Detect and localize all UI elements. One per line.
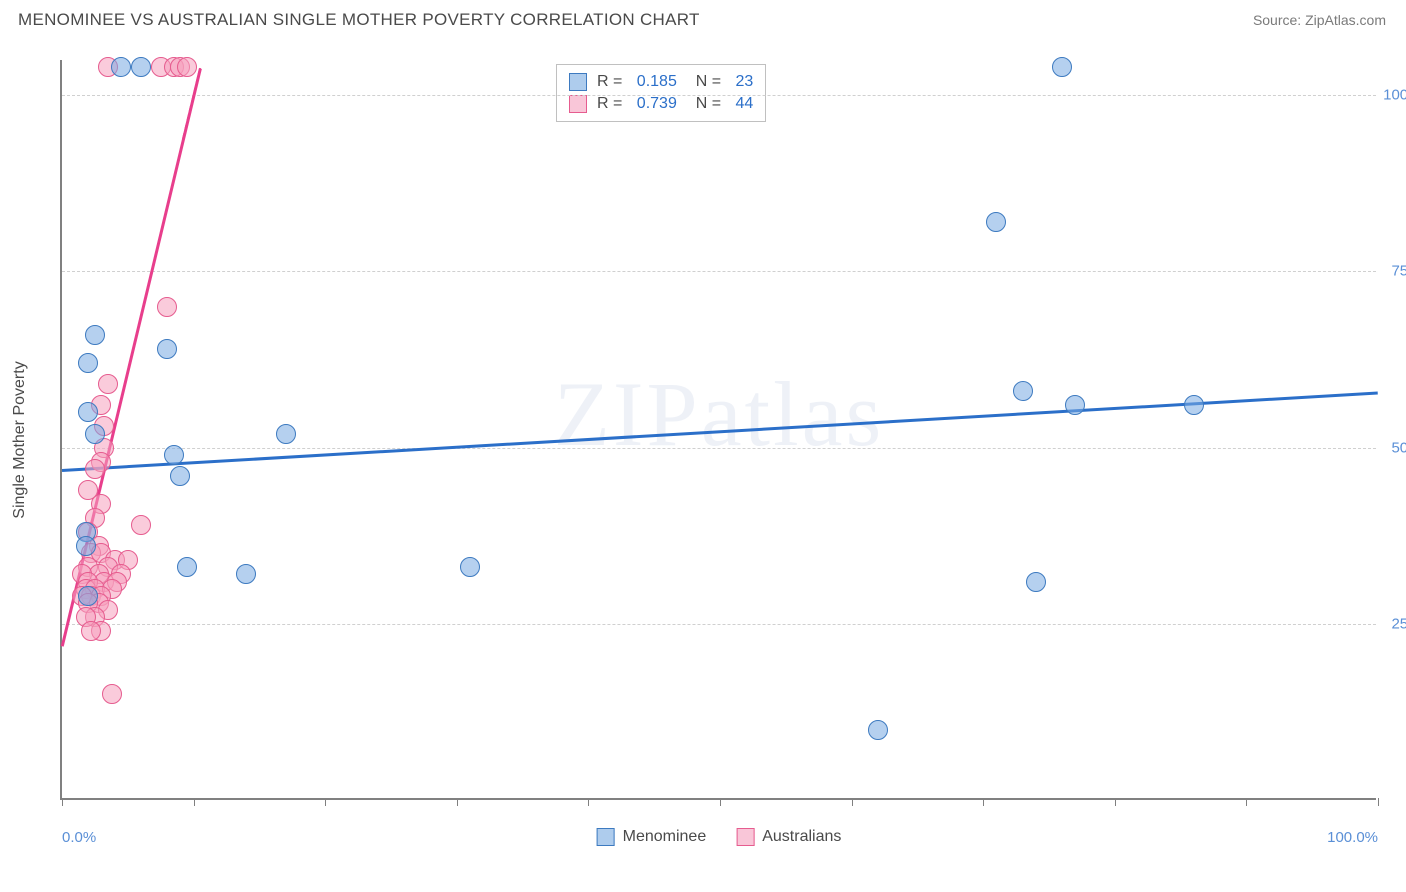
scatter-marker — [157, 297, 177, 317]
xtick-mark — [1246, 798, 1247, 806]
scatter-marker — [1052, 57, 1072, 77]
scatter-marker — [78, 586, 98, 606]
scatter-marker — [157, 339, 177, 359]
stats-row-menominee: R = 0.185 N = 23 — [569, 71, 753, 93]
xtick-mark — [1115, 798, 1116, 806]
scatter-marker — [85, 459, 105, 479]
swatch-pink-icon — [736, 828, 754, 846]
stats-row-australians: R = 0.739 N = 44 — [569, 93, 753, 115]
xtick-mark — [325, 798, 326, 806]
scatter-marker — [78, 402, 98, 422]
plot-area: ZIPatlas R = 0.185 N = 23 R = 0.739 N = … — [60, 60, 1376, 800]
trendline — [62, 391, 1378, 471]
scatter-marker — [81, 621, 101, 641]
stat-n-label: N = — [687, 73, 726, 91]
gridline — [62, 271, 1376, 272]
scatter-marker — [177, 557, 197, 577]
swatch-blue-icon — [597, 828, 615, 846]
xtick-mark — [457, 798, 458, 806]
scatter-marker — [1065, 395, 1085, 415]
scatter-marker — [236, 564, 256, 584]
correlation-stats-box: R = 0.185 N = 23 R = 0.739 N = 44 — [556, 64, 766, 122]
ytick-label: 100.0% — [1383, 87, 1406, 104]
scatter-marker — [102, 684, 122, 704]
scatter-marker — [85, 325, 105, 345]
stat-r-label: R = — [597, 73, 627, 91]
ytick-label: 50.0% — [1391, 439, 1406, 456]
gridline — [62, 448, 1376, 449]
swatch-blue-icon — [569, 73, 587, 91]
scatter-marker — [164, 445, 184, 465]
bottom-legend: Menominee Australians — [597, 828, 842, 846]
trendline-dashed — [182, 68, 201, 139]
stat-n-value: 23 — [736, 73, 754, 91]
ytick-label: 25.0% — [1391, 615, 1406, 632]
scatter-marker — [131, 515, 151, 535]
scatter-marker — [98, 374, 118, 394]
scatter-marker — [85, 424, 105, 444]
xtick-label: 0.0% — [62, 829, 96, 846]
stat-n-value: 44 — [736, 95, 754, 113]
watermark: ZIPatlas — [554, 361, 885, 467]
stat-r-value: 0.185 — [637, 73, 677, 91]
scatter-marker — [177, 57, 197, 77]
gridline — [62, 95, 1376, 96]
swatch-pink-icon — [569, 95, 587, 113]
stat-n-label: N = — [687, 95, 726, 113]
y-axis-label: Single Mother Poverty — [11, 361, 29, 518]
source-label: Source: ZipAtlas.com — [1253, 12, 1386, 28]
ytick-label: 75.0% — [1391, 263, 1406, 280]
stat-r-label: R = — [597, 95, 627, 113]
legend-label: Australians — [762, 828, 841, 846]
xtick-mark — [588, 798, 589, 806]
scatter-marker — [460, 557, 480, 577]
scatter-marker — [986, 212, 1006, 232]
xtick-mark — [62, 798, 63, 806]
xtick-mark — [983, 798, 984, 806]
xtick-mark — [852, 798, 853, 806]
gridline — [62, 624, 1376, 625]
scatter-marker — [131, 57, 151, 77]
scatter-marker — [111, 57, 131, 77]
chart-title: MENOMINEE VS AUSTRALIAN SINGLE MOTHER PO… — [18, 10, 700, 30]
legend-item-menominee: Menominee — [597, 828, 707, 846]
xtick-label: 100.0% — [1327, 829, 1378, 846]
scatter-marker — [1026, 572, 1046, 592]
scatter-marker — [868, 720, 888, 740]
xtick-mark — [720, 798, 721, 806]
chart-header: MENOMINEE VS AUSTRALIAN SINGLE MOTHER PO… — [0, 0, 1406, 36]
scatter-marker — [170, 466, 190, 486]
legend-item-australians: Australians — [736, 828, 841, 846]
scatter-marker — [78, 353, 98, 373]
stat-r-value: 0.739 — [637, 95, 677, 113]
scatter-marker — [76, 536, 96, 556]
scatter-marker — [1184, 395, 1204, 415]
scatter-marker — [1013, 381, 1033, 401]
scatter-marker — [276, 424, 296, 444]
xtick-mark — [194, 798, 195, 806]
xtick-mark — [1378, 798, 1379, 806]
chart-container: Single Mother Poverty ZIPatlas R = 0.185… — [42, 60, 1382, 820]
legend-label: Menominee — [623, 828, 707, 846]
